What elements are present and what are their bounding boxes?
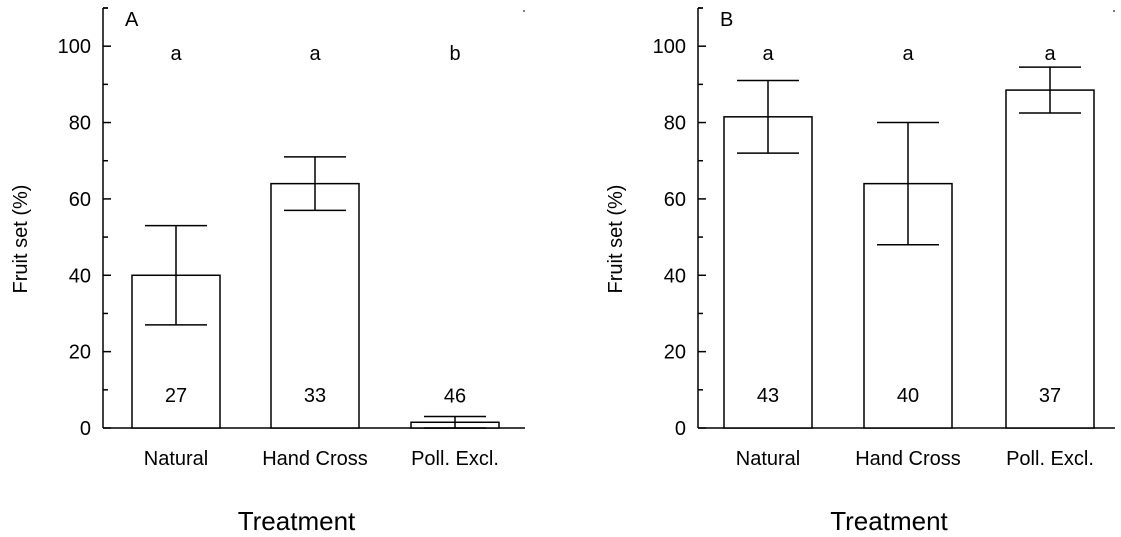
- y-tick-label: 60: [69, 189, 91, 211]
- sample-size-label: 33: [304, 385, 326, 407]
- bar: [1005, 89, 1095, 429]
- significance-letter: a: [902, 43, 914, 65]
- x-tick-label: Hand Cross: [855, 448, 961, 470]
- bar: [131, 274, 221, 429]
- y-tick-label: 40: [664, 265, 686, 287]
- significance-letter: a: [170, 43, 182, 65]
- panel-a: 0 20 40 60 80 100 A Fruit set (%) Treatment Natur…: [10, 7, 525, 536]
- sample-size-label: 37: [1039, 385, 1061, 407]
- y-axis-label: Fruit set (%): [605, 185, 627, 294]
- sample-size-label: 27: [165, 385, 187, 407]
- panel-label: A: [125, 9, 139, 31]
- sample-size-label: 40: [897, 385, 919, 407]
- panel-label: B: [720, 9, 733, 31]
- y-tick-label: 60: [664, 189, 686, 211]
- y-tick-label: 20: [69, 342, 91, 364]
- x-tick-label: Hand Cross: [262, 448, 368, 470]
- y-tick-label: 20: [664, 342, 686, 364]
- y-tick-label: 100: [58, 36, 91, 58]
- panel-b: 0 20 40 60 80 100 B Fruit set (%) Treatment Natur…: [605, 7, 1115, 536]
- bar: [723, 116, 813, 429]
- significance-letter: a: [309, 43, 321, 65]
- sample-size-label: 46: [444, 386, 466, 408]
- bar: [270, 182, 360, 429]
- y-axis-label: Fruit set (%): [10, 185, 32, 294]
- x-tick-label: Natural: [736, 448, 800, 470]
- x-axis-label: Treatment: [830, 506, 948, 536]
- x-tick-label: Poll. Excl.: [1006, 448, 1094, 470]
- significance-letter: a: [762, 43, 774, 65]
- y-tick-label: 80: [69, 113, 91, 135]
- sample-size-label: 43: [757, 385, 779, 407]
- y-tick-label: 0: [675, 418, 686, 440]
- significance-letter: a: [1044, 43, 1056, 65]
- x-axis-label: Treatment: [238, 506, 356, 536]
- y-tick-label: 0: [80, 418, 91, 440]
- y-tick-label: 80: [664, 113, 686, 135]
- x-tick-label: Natural: [144, 448, 208, 470]
- x-tick-label: Poll. Excl.: [411, 448, 499, 470]
- y-tick-label: 40: [69, 265, 91, 287]
- y-tick-label: 100: [653, 36, 686, 58]
- significance-letter: b: [449, 43, 460, 65]
